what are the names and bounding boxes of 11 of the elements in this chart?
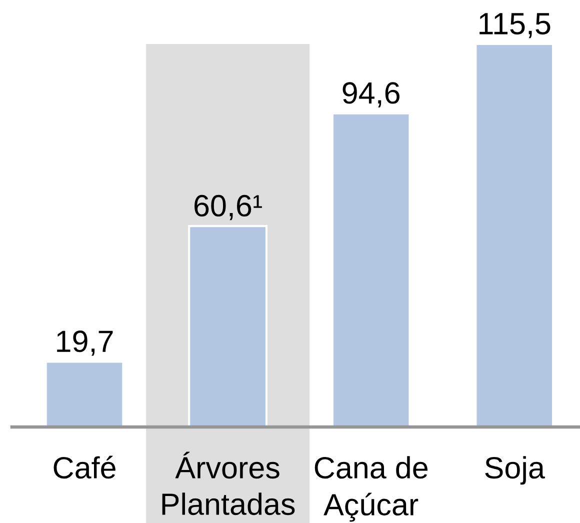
x-tick-label: Cana de Açúcar	[314, 456, 428, 522]
bar	[331, 112, 411, 427]
bar	[44, 360, 124, 427]
data-label: 94,6	[342, 82, 400, 108]
data-label: 19,7	[57, 330, 113, 356]
bar	[188, 225, 268, 427]
data-label: 115,5	[480, 13, 550, 38]
x-tick-label: Soja	[485, 456, 545, 485]
data-label: 60,6¹	[194, 194, 262, 220]
x-tick-label: Árvores Plantadas	[162, 452, 295, 516]
x-tick-label: Café	[54, 456, 116, 479]
